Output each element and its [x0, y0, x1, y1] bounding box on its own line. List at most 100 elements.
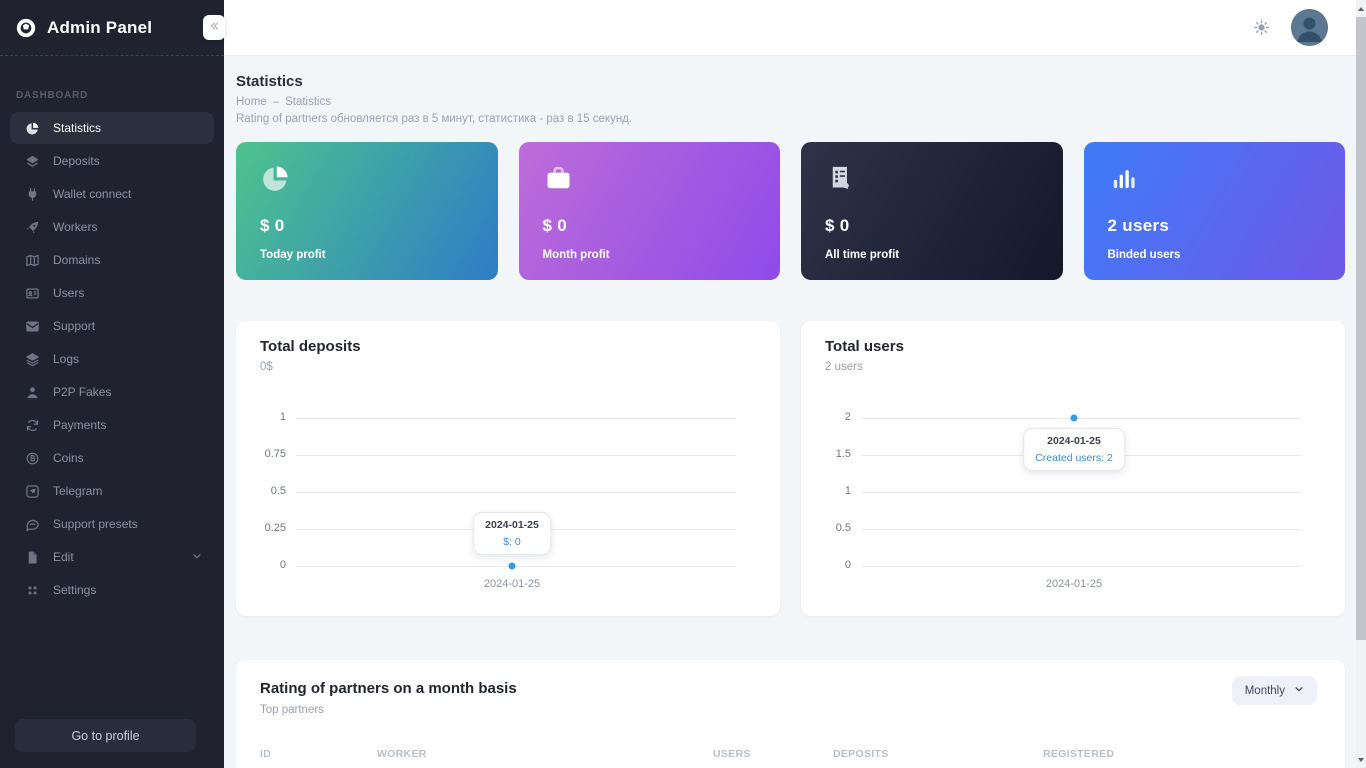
arrow-down-icon — [1358, 757, 1364, 762]
sidebar-item-deposits[interactable]: Deposits — [10, 145, 214, 177]
wallet-icon — [24, 186, 40, 202]
sidebar-item-label: Domains — [53, 253, 101, 267]
rocket-icon — [24, 219, 40, 235]
period-select[interactable]: Monthly — [1231, 676, 1317, 705]
deposits-icon — [24, 153, 40, 169]
page-title: Statistics — [236, 73, 303, 90]
stat-value: $ 0 — [260, 216, 285, 235]
sidebar-item-edit[interactable]: Edit — [10, 541, 214, 573]
chevron-down-icon — [192, 550, 202, 564]
y-tick: 1 — [844, 485, 851, 497]
scroll-up-button[interactable] — [1356, 0, 1366, 17]
sidebar-item-label: Payments — [53, 418, 107, 432]
chevron-down-icon — [1294, 684, 1304, 697]
stat-card-binded-users: 2 users Binded users — [1083, 142, 1345, 280]
tooltip-value: Created users: 2 — [1035, 452, 1113, 464]
go-to-profile-button[interactable]: Go to profile — [15, 719, 196, 752]
total-deposits-chart: Total deposits 0$ 1 0.75 0.5 0.25 0 2024… — [236, 321, 780, 616]
data-point[interactable] — [508, 562, 516, 570]
gridline — [861, 492, 1301, 493]
sidebar-item-settings[interactable]: Settings — [10, 574, 214, 606]
sidebar-item-wallet-connect[interactable]: Wallet connect — [10, 178, 214, 210]
arrow-up-icon — [1358, 6, 1364, 11]
stat-value: 2 users — [1107, 216, 1170, 235]
sidebar-item-coins[interactable]: Coins — [10, 442, 214, 474]
sidebar-nav: Statistics Deposits Wallet connect Worke… — [0, 112, 224, 606]
tooltip-value: $: 0 — [503, 536, 521, 548]
id-card-icon — [24, 285, 40, 301]
file-icon — [24, 549, 40, 565]
gridline — [861, 566, 1301, 567]
chart-title: Total users — [825, 338, 904, 355]
page-note: Rating of partners обновляется раз в 5 м… — [236, 113, 633, 125]
pie-chart-icon — [24, 120, 40, 136]
sidebar-item-label: Workers — [53, 220, 98, 234]
app-logo-icon — [15, 17, 37, 39]
receipt-icon — [825, 163, 1039, 195]
sidebar-item-support[interactable]: Support — [10, 310, 214, 342]
app-logo: Admin Panel — [0, 0, 224, 56]
map-icon — [24, 252, 40, 268]
scroll-down-button[interactable] — [1356, 751, 1366, 768]
sidebar-item-statistics[interactable]: Statistics — [10, 112, 214, 144]
breadcrumb-current: Statistics — [285, 96, 332, 108]
y-tick: 0 — [279, 559, 286, 571]
breadcrumb-separator: – — [272, 96, 280, 108]
y-tick: 0 — [844, 559, 851, 571]
layers-icon — [24, 351, 40, 367]
sidebar-item-label: Deposits — [53, 154, 100, 168]
stat-label: Binded users — [1107, 249, 1181, 261]
person-icon — [24, 384, 40, 400]
y-tick: 0.5 — [270, 485, 286, 497]
sidebar-item-p2p-fakes[interactable]: P2P Fakes — [10, 376, 214, 408]
partners-rating-panel: Rating of partners on a month basis Top … — [236, 660, 1345, 768]
sidebar-item-label: Settings — [53, 583, 97, 597]
chart-tooltip: 2024-01-25 Created users: 2 — [1023, 428, 1125, 471]
pie-chart-icon — [260, 163, 474, 195]
sidebar-item-label: Edit — [53, 550, 74, 564]
main-area: Statistics Home – Statistics Rating of p… — [224, 0, 1366, 768]
breadcrumb-home[interactable]: Home — [236, 96, 267, 108]
sidebar-item-label: P2P Fakes — [53, 385, 112, 399]
column-header-registered: REGISTERED — [1043, 748, 1115, 760]
charts-row: Total deposits 0$ 1 0.75 0.5 0.25 0 2024… — [236, 321, 1345, 616]
data-point[interactable] — [1070, 414, 1078, 422]
collapse-sidebar-button[interactable] — [203, 15, 225, 40]
sidebar: Admin Panel DASHBOARD Statistics Deposit… — [0, 0, 224, 768]
gridline — [861, 418, 1301, 419]
sidebar-item-label: Logs — [53, 352, 80, 366]
sidebar-item-logs[interactable]: Logs — [10, 343, 214, 375]
stat-card-all-time-profit: $ 0 All time profit — [801, 142, 1063, 280]
gridline — [296, 455, 736, 456]
sidebar-item-label: Statistics — [53, 121, 102, 135]
sidebar-item-support-presets[interactable]: Support presets — [10, 508, 214, 540]
column-header-worker: WORKER — [377, 748, 427, 760]
column-header-users: USERS — [713, 748, 751, 760]
sidebar-item-payments[interactable]: Payments — [10, 409, 214, 441]
sidebar-item-label: Wallet connect — [53, 187, 132, 201]
chart-subtitle: 0$ — [260, 361, 273, 373]
tooltip-date: 2024-01-25 — [1047, 435, 1101, 447]
sidebar-section-label: DASHBOARD — [16, 90, 89, 101]
total-users-chart: Total users 2 users 2 1.5 1 0.5 0 2024-0… — [801, 321, 1345, 616]
sidebar-item-label: Coins — [53, 451, 84, 465]
sidebar-item-telegram[interactable]: Telegram — [10, 475, 214, 507]
chart-tooltip: 2024-01-25 $: 0 — [473, 512, 551, 555]
breadcrumb: Home – Statistics — [236, 96, 1345, 108]
double-chevron-left-icon — [208, 19, 220, 37]
sun-icon[interactable] — [1253, 19, 1270, 36]
sidebar-item-workers[interactable]: Workers — [10, 211, 214, 243]
sidebar-item-users[interactable]: Users — [10, 277, 214, 309]
sidebar-item-label: Users — [53, 286, 85, 300]
y-tick: 1.5 — [835, 448, 851, 460]
x-tick: 2024-01-25 — [483, 578, 541, 590]
chat-icon — [24, 516, 40, 532]
sidebar-item-domains[interactable]: Domains — [10, 244, 214, 276]
scrollbar-thumb[interactable] — [1356, 17, 1366, 640]
gridline — [296, 418, 736, 419]
app-title: Admin Panel — [47, 17, 153, 37]
mail-icon — [24, 318, 40, 334]
gridline — [296, 566, 736, 567]
chart-subtitle: 2 users — [825, 361, 863, 373]
user-avatar[interactable] — [1291, 9, 1328, 46]
